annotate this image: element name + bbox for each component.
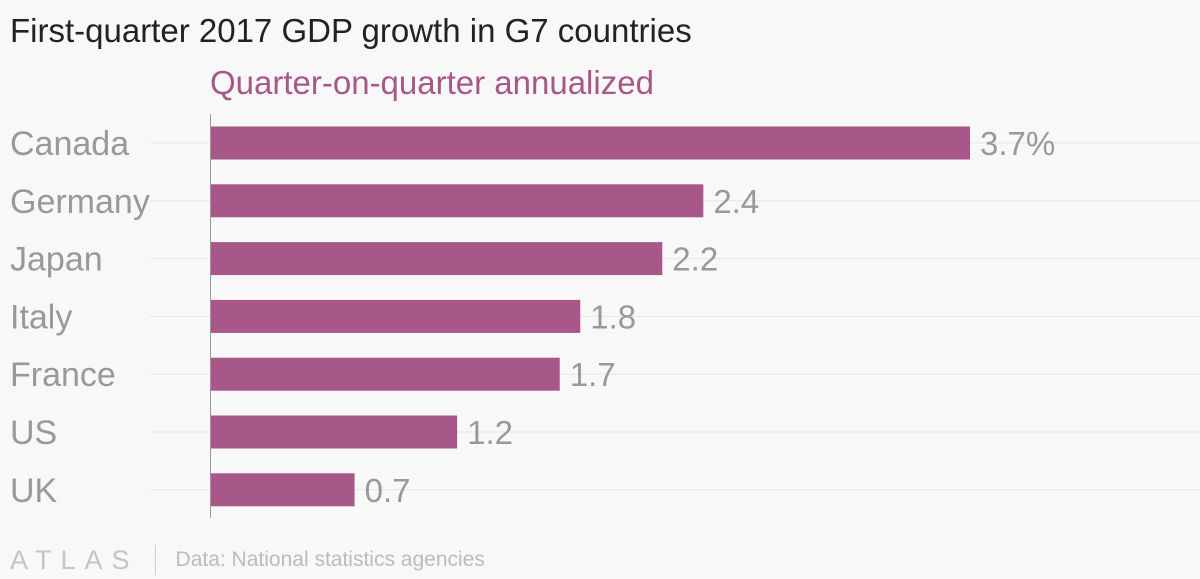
value-label: 1.2	[467, 414, 513, 451]
chart-title: First-quarter 2017 GDP growth in G7 coun…	[10, 12, 692, 49]
category-label: Japan	[10, 241, 103, 279]
atlas-logo: ATLAS	[10, 544, 139, 575]
value-label: 2.2	[672, 241, 718, 278]
bar-italy	[211, 299, 581, 333]
footer-divider	[154, 545, 156, 575]
bar-france	[211, 357, 560, 391]
value-label: 2.4	[713, 183, 759, 220]
value-label: 3.7%	[980, 125, 1055, 162]
category-label: Italy	[10, 298, 72, 336]
category-label: Germany	[10, 183, 150, 221]
bar-germany	[211, 184, 704, 218]
value-label: 0.7	[365, 472, 411, 509]
category-label: France	[10, 356, 116, 394]
source-note: Data: National statistics agencies	[175, 548, 485, 571]
bar-japan	[211, 242, 663, 276]
bar-canada	[211, 126, 970, 160]
value-label: 1.7	[570, 356, 616, 393]
category-label: UK	[10, 472, 58, 510]
category-label: Canada	[10, 125, 129, 163]
value-label: 1.8	[590, 298, 636, 335]
bar-uk	[211, 473, 355, 507]
bar-us	[211, 415, 458, 449]
chart-subtitle: Quarter-on-quarter annualized	[210, 64, 654, 101]
footer: ATLAS Data: National statistics agencies	[10, 542, 485, 578]
category-label: US	[10, 414, 57, 452]
